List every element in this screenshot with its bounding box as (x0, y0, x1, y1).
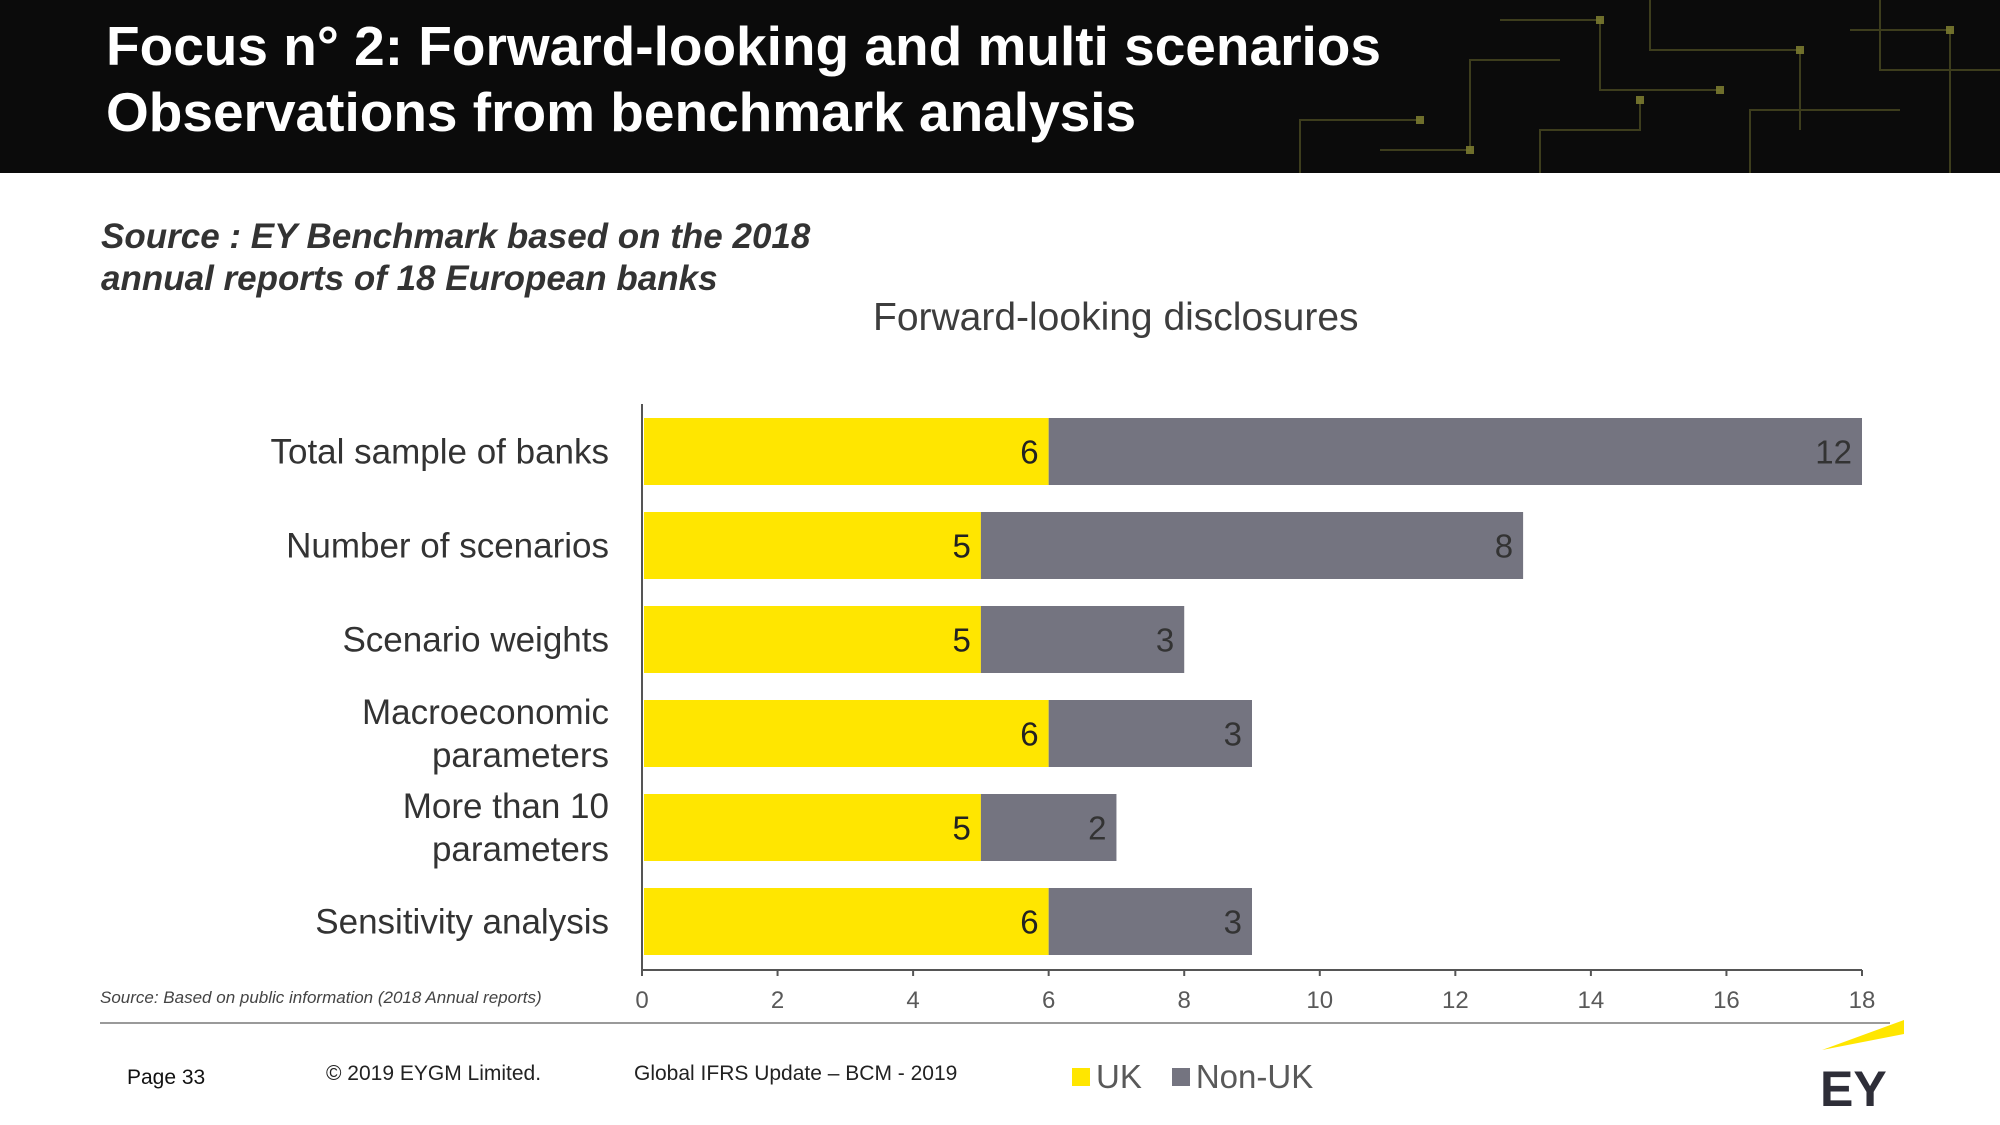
x-tick-label: 8 (1178, 987, 1191, 1010)
data-label-uk: 5 (953, 622, 971, 659)
x-tick-label: 2 (771, 987, 784, 1010)
category-label-line: Sensitivity analysis (315, 903, 609, 942)
footnote: Source: Based on public information (201… (100, 988, 542, 1007)
circuit-background-graphic (1299, 0, 2000, 173)
ey-logo-beam (1822, 1020, 1904, 1050)
bar-segment-non-uk (1048, 888, 1252, 955)
data-label-non-uk: 3 (1156, 622, 1174, 659)
copyright-text: © 2019 EYGM Limited. (326, 1062, 542, 1085)
data-label-non-uk: 3 (1224, 904, 1242, 941)
x-tick-label: 0 (635, 987, 648, 1010)
x-tick-label: 14 (1578, 987, 1605, 1010)
slide-title-line-2: Observations from benchmark analysis (106, 81, 1137, 143)
category-label: Scenario weights (342, 621, 609, 660)
category-label-line: Scenario weights (342, 621, 609, 660)
bar-segment-uk (644, 700, 1049, 767)
bar-segment-uk (644, 418, 1049, 485)
x-tick-label: 6 (1042, 987, 1055, 1010)
category-label-line: More than 10 (403, 787, 609, 826)
x-tick-label: 16 (1713, 987, 1740, 1010)
data-label-uk: 5 (953, 528, 971, 565)
header-banner: Focus n° 2: Forward-looking and multi sc… (0, 0, 2000, 173)
data-label-non-uk: 2 (1088, 810, 1106, 847)
bar-segment-non-uk (1048, 700, 1252, 767)
category-label-line: Macroeconomic (362, 693, 609, 732)
legend-swatch-non-uk (1171, 1068, 1190, 1086)
data-label-uk: 6 (1020, 434, 1038, 471)
category-label-line: parameters (432, 830, 609, 869)
bar-segment-non-uk (980, 794, 1117, 861)
document-title: Global IFRS Update – BCM - 2019 (634, 1062, 958, 1085)
stacked-bar-chart: 0 2 4 6 8 10 12 14 16 18 Total sample of banks 6 12 N… (270, 404, 1876, 1010)
x-tick-label: 12 (1442, 987, 1469, 1010)
chart-legend: UK Non-UK (1072, 1058, 1343, 1096)
data-label-uk: 6 (1020, 716, 1038, 753)
page-number: Page 33 (127, 1066, 206, 1089)
category-label: Sensitivity analysis (315, 903, 609, 942)
bar-segment-non-uk (980, 606, 1185, 673)
category-label-line: Total sample of banks (270, 433, 609, 472)
ey-logo-text: EY (1820, 1061, 1887, 1112)
legend-label-uk: UK (1096, 1058, 1142, 1095)
legend-label-non-uk: Non-UK (1195, 1058, 1314, 1095)
category-label: Total sample of banks (270, 433, 609, 472)
source-note-line-2: annual reports of 18 European banks (101, 259, 718, 298)
bar-segment-uk (644, 512, 981, 579)
category-label-line: Number of scenarios (286, 527, 609, 566)
data-label-non-uk: 12 (1815, 434, 1852, 471)
slide-title-line-1: Focus n° 2: Forward-looking and multi sc… (106, 15, 1381, 77)
chart-title: Forward-looking disclosures (873, 296, 1359, 339)
x-tick-label: 18 (1849, 987, 1876, 1010)
category-label-line: parameters (432, 736, 609, 775)
bar-segment-non-uk (980, 512, 1524, 579)
ey-logo: EY (1820, 1020, 1904, 1112)
bar-segment-uk (644, 888, 1049, 955)
data-label-non-uk: 3 (1224, 716, 1242, 753)
data-label-uk: 5 (953, 810, 971, 847)
footer-divider (100, 1022, 1890, 1024)
x-tick-label: 10 (1306, 987, 1333, 1010)
data-label-non-uk: 8 (1495, 528, 1513, 565)
bar-segment-uk (644, 606, 981, 673)
data-label-uk: 6 (1020, 904, 1038, 941)
category-label: Macroeconomic parameters (362, 693, 609, 775)
category-label: More than 10 parameters (403, 787, 609, 869)
category-label: Number of scenarios (286, 527, 609, 566)
bar-segment-uk (644, 794, 981, 861)
bar-segment-non-uk (1048, 418, 1862, 485)
source-note-line-1: Source : EY Benchmark based on the 2018 (101, 217, 811, 256)
x-tick-label: 4 (906, 987, 919, 1010)
legend-swatch-uk (1072, 1068, 1090, 1086)
